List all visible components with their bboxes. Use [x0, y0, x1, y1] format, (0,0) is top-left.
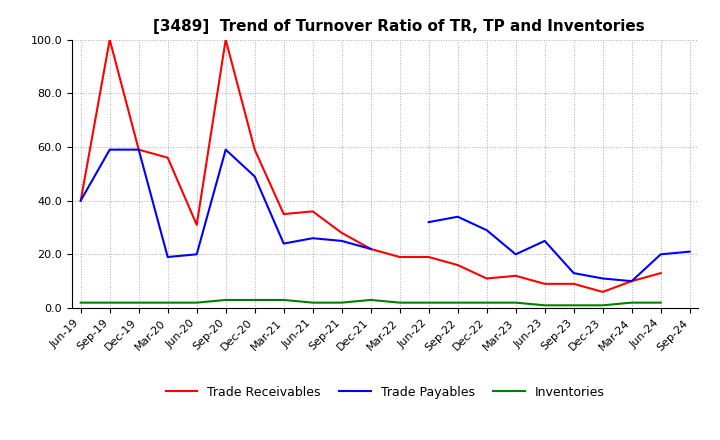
Trade Payables	[251, 174, 259, 179]
Trade Payables	[685, 249, 694, 254]
Trade Payables	[338, 238, 346, 244]
Trade Payables	[598, 276, 607, 281]
Trade Receivables	[163, 155, 172, 160]
Trade Receivables	[657, 271, 665, 276]
Inventories	[105, 300, 114, 305]
Inventories	[135, 300, 143, 305]
Inventories	[598, 303, 607, 308]
Trade Receivables	[598, 289, 607, 294]
Trade Receivables	[627, 279, 636, 284]
Trade Payables	[135, 147, 143, 152]
Trade Payables	[482, 227, 491, 233]
Trade Receivables	[251, 147, 259, 152]
Trade Payables	[570, 271, 578, 276]
Trade Receivables	[221, 37, 230, 42]
Trade Receivables	[135, 147, 143, 152]
Trade Payables	[279, 241, 288, 246]
Inventories	[657, 300, 665, 305]
Trade Receivables	[338, 230, 346, 235]
Trade Receivables	[482, 276, 491, 281]
Trade Receivables	[308, 209, 317, 214]
Trade Payables	[454, 214, 462, 220]
Inventories	[251, 297, 259, 303]
Inventories	[308, 300, 317, 305]
Trade Receivables	[366, 246, 375, 252]
Trade Receivables	[76, 198, 85, 203]
Trade Payables	[163, 254, 172, 260]
Trade Payables	[76, 198, 85, 203]
Trade Receivables	[279, 211, 288, 216]
Trade Payables	[105, 147, 114, 152]
Trade Payables	[366, 246, 375, 252]
Inventories	[395, 300, 404, 305]
Inventories	[424, 300, 433, 305]
Trade Payables	[221, 147, 230, 152]
Trade Receivables	[105, 37, 114, 42]
Inventories	[541, 303, 549, 308]
Trade Payables	[627, 279, 636, 284]
Trade Receivables	[192, 222, 201, 227]
Line: Inventories: Inventories	[81, 300, 661, 305]
Inventories	[279, 297, 288, 303]
Inventories	[570, 303, 578, 308]
Trade Receivables	[424, 254, 433, 260]
Legend: Trade Receivables, Trade Payables, Inventories: Trade Receivables, Trade Payables, Inven…	[161, 381, 610, 404]
Inventories	[163, 300, 172, 305]
Line: Trade Payables: Trade Payables	[81, 150, 690, 281]
Trade Receivables	[395, 254, 404, 260]
Inventories	[366, 297, 375, 303]
Inventories	[627, 300, 636, 305]
Inventories	[221, 297, 230, 303]
Trade Payables	[424, 220, 433, 225]
Line: Trade Receivables: Trade Receivables	[81, 40, 661, 292]
Inventories	[76, 300, 85, 305]
Trade Payables	[541, 238, 549, 244]
Inventories	[192, 300, 201, 305]
Trade Receivables	[570, 281, 578, 286]
Text: [3489]  Trend of Turnover Ratio of TR, TP and Inventories: [3489] Trend of Turnover Ratio of TR, TP…	[153, 19, 645, 34]
Trade Payables	[657, 252, 665, 257]
Inventories	[454, 300, 462, 305]
Inventories	[482, 300, 491, 305]
Trade Payables	[511, 252, 520, 257]
Inventories	[338, 300, 346, 305]
Trade Payables	[308, 235, 317, 241]
Trade Receivables	[541, 281, 549, 286]
Trade Receivables	[511, 273, 520, 279]
Inventories	[511, 300, 520, 305]
Trade Receivables	[454, 262, 462, 268]
Trade Payables	[192, 252, 201, 257]
